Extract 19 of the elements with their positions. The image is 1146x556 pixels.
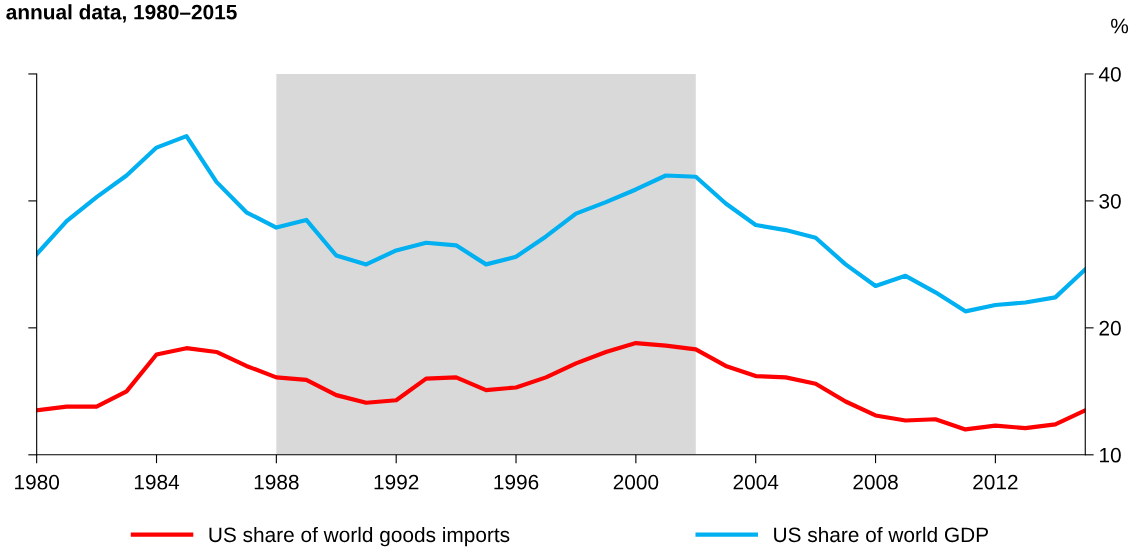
x-tick-label: 1988 bbox=[254, 474, 299, 490]
line-series bbox=[36, 341, 1086, 432]
x-tick-label: 2000 bbox=[613, 474, 659, 490]
x-tick-label: 2008 bbox=[853, 474, 898, 490]
chart-title: annual data, 1980–2015 bbox=[6, 4, 237, 23]
y-tick-label: 20 bbox=[1099, 320, 1121, 336]
x-tick-label: 1980 bbox=[15, 474, 60, 490]
x-tick-label: 1992 bbox=[374, 474, 419, 490]
y-axis-title: % bbox=[1111, 18, 1129, 34]
line-series bbox=[36, 134, 1086, 314]
y-tick-label: 10 bbox=[1100, 447, 1121, 463]
x-tick-label: 1996 bbox=[494, 474, 539, 490]
legend-label: US share of world GDP bbox=[774, 526, 988, 543]
x-tick-label: 2012 bbox=[973, 474, 1018, 490]
legend-label: US share of world goods imports bbox=[209, 526, 510, 547]
x-tick-label: 2004 bbox=[733, 474, 779, 490]
y-tick-label: 40 bbox=[1098, 66, 1121, 82]
x-tick-label: 1984 bbox=[134, 474, 180, 490]
y-tick-label: 30 bbox=[1099, 193, 1121, 209]
